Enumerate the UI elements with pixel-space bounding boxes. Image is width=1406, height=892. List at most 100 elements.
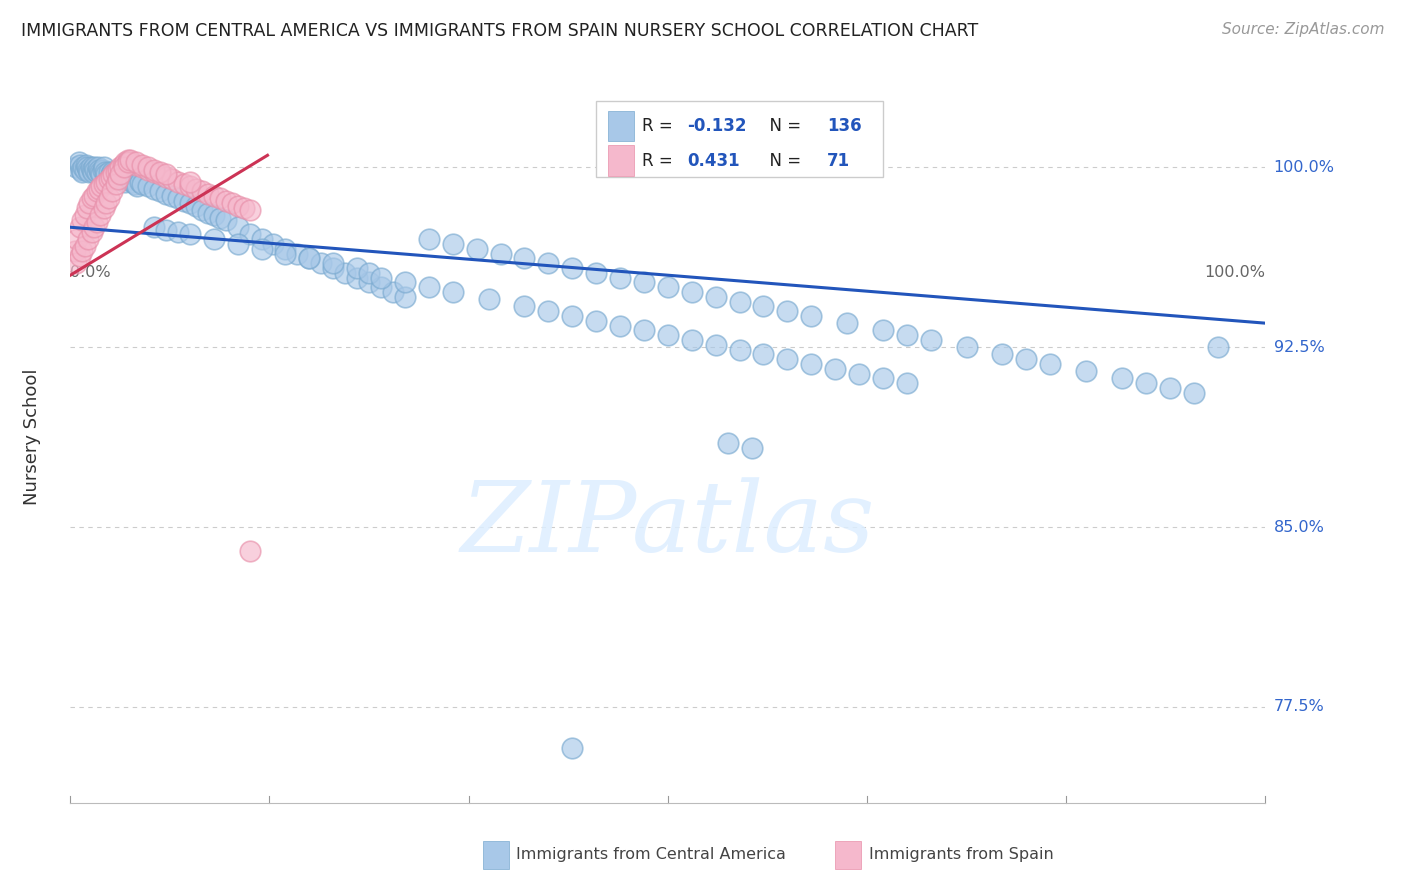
Point [728,343,751,357]
Point [67,155,90,169]
Point [298,252,321,266]
Point [1135,376,1157,391]
Point [173,177,195,191]
Point [681,285,703,299]
Point [776,304,799,318]
Point [97,191,120,205]
Point [226,220,249,235]
Point [117,169,139,184]
Point [179,179,201,194]
Point [155,222,177,236]
Point [800,357,823,371]
Point [110,161,132,175]
Point [208,211,231,225]
Point [848,367,870,381]
Point [87,161,110,175]
Point [704,290,727,304]
Point [173,194,195,208]
Point [197,206,219,220]
Point [80,225,103,239]
Point [121,175,143,189]
Point [125,158,148,172]
Point [86,215,108,229]
Text: R =: R = [641,117,678,135]
Point [800,309,823,323]
Point [681,333,703,347]
Point [97,165,120,179]
Point [561,740,583,755]
Text: Nursery School: Nursery School [22,368,41,506]
Point [561,260,583,275]
Point [76,201,98,215]
Point [441,285,464,299]
Point [103,168,125,182]
Point [585,314,607,328]
Point [370,270,392,285]
Point [104,177,127,191]
Point [394,276,416,290]
Point [250,232,273,246]
Point [717,436,740,450]
Text: ZIPatlas: ZIPatlas [461,477,875,573]
Point [322,260,344,275]
Point [94,165,117,179]
Point [824,361,846,376]
Point [82,165,104,179]
Point [90,179,112,194]
Point [69,249,91,263]
Point [111,172,134,186]
Text: 136: 136 [827,117,862,135]
Point [107,172,129,186]
Point [752,299,775,313]
Point [896,376,918,391]
Point [239,544,262,558]
FancyBboxPatch shape [609,111,634,141]
Point [70,165,93,179]
Text: 77.5%: 77.5% [1274,699,1324,714]
Point [202,189,225,203]
Point [657,328,679,343]
Point [728,294,751,309]
Point [359,266,381,280]
Point [114,175,136,189]
Point [239,227,262,242]
Point [143,182,166,196]
Point [87,182,110,196]
Point [66,232,89,246]
Point [335,266,357,280]
Point [128,175,150,189]
Point [250,242,273,256]
Point [202,232,225,246]
Point [80,162,103,177]
Point [752,347,775,361]
Point [72,161,94,175]
Point [537,304,560,318]
Point [274,242,297,256]
Point [441,237,464,252]
Point [382,285,405,299]
FancyBboxPatch shape [596,101,883,178]
Point [96,175,117,189]
Point [83,189,105,203]
Text: Immigrants from Spain: Immigrants from Spain [869,847,1053,862]
Point [155,186,177,201]
Point [179,227,201,242]
Point [73,208,96,222]
Point [136,179,159,194]
Point [87,162,110,177]
Point [1015,352,1038,367]
Text: 100.0%: 100.0% [1274,160,1334,175]
Text: Source: ZipAtlas.com: Source: ZipAtlas.com [1222,22,1385,37]
Point [239,203,262,218]
Text: Immigrants from Central America: Immigrants from Central America [516,847,786,862]
Point [107,168,129,182]
Point [136,161,159,175]
Point [77,162,100,177]
Point [83,220,105,235]
Point [191,203,214,218]
Point [184,182,207,196]
Point [90,168,112,182]
Point [166,225,188,239]
Point [149,184,172,198]
Point [131,177,153,191]
